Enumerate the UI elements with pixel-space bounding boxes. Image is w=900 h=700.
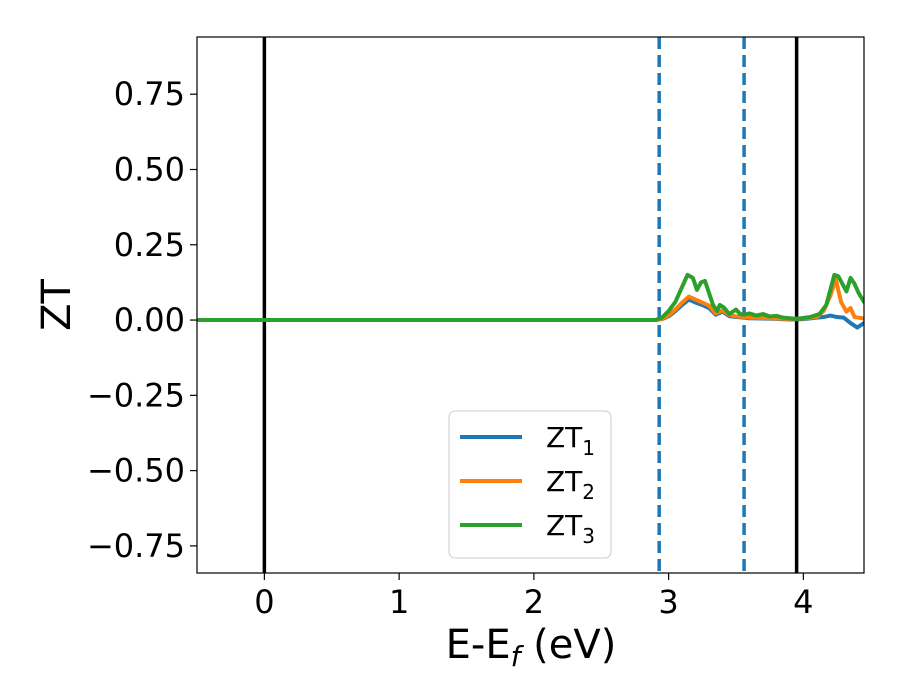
y-tick-label: 0.50 <box>114 150 185 188</box>
y-axis-title: ZT <box>34 279 80 331</box>
x-tick-label: 0 <box>254 583 274 621</box>
x-tick-label: 2 <box>524 583 544 621</box>
x-axis: 0 1 2 3 4 <box>254 573 814 621</box>
x-axis-title: E-Ef (eV) <box>446 622 617 673</box>
x-axis-title-main: E-E <box>446 622 511 668</box>
series-layer <box>197 272 864 330</box>
series-line-3 <box>197 272 864 323</box>
y-tick-label: −0.75 <box>87 527 185 565</box>
legend-label-1: ZT1 <box>546 421 595 460</box>
y-tick-label: −0.50 <box>87 452 185 490</box>
y-tick-label: 0.00 <box>114 301 185 339</box>
y-tick-label: 0.75 <box>114 75 185 113</box>
plot-frame <box>196 36 865 574</box>
legend-label-2: ZT2 <box>546 465 595 504</box>
y-tick-label: 0.25 <box>114 226 185 264</box>
legend-frame <box>448 410 612 559</box>
series-line-2 <box>197 277 864 323</box>
x-tick-label: 3 <box>658 583 678 621</box>
y-axis: −0.75 −0.50 −0.25 0.00 0.25 0.50 0.75 <box>87 75 197 565</box>
legend: ZT1 ZT2 ZT3 <box>448 410 612 559</box>
y-tick-label: −0.25 <box>87 376 185 414</box>
reference-lines <box>262 37 799 573</box>
legend-label-3: ZT3 <box>546 509 595 548</box>
x-axis-title-unit: (eV) <box>520 622 616 668</box>
x-tick-label: 1 <box>389 583 409 621</box>
x-tick-label: 4 <box>793 583 813 621</box>
